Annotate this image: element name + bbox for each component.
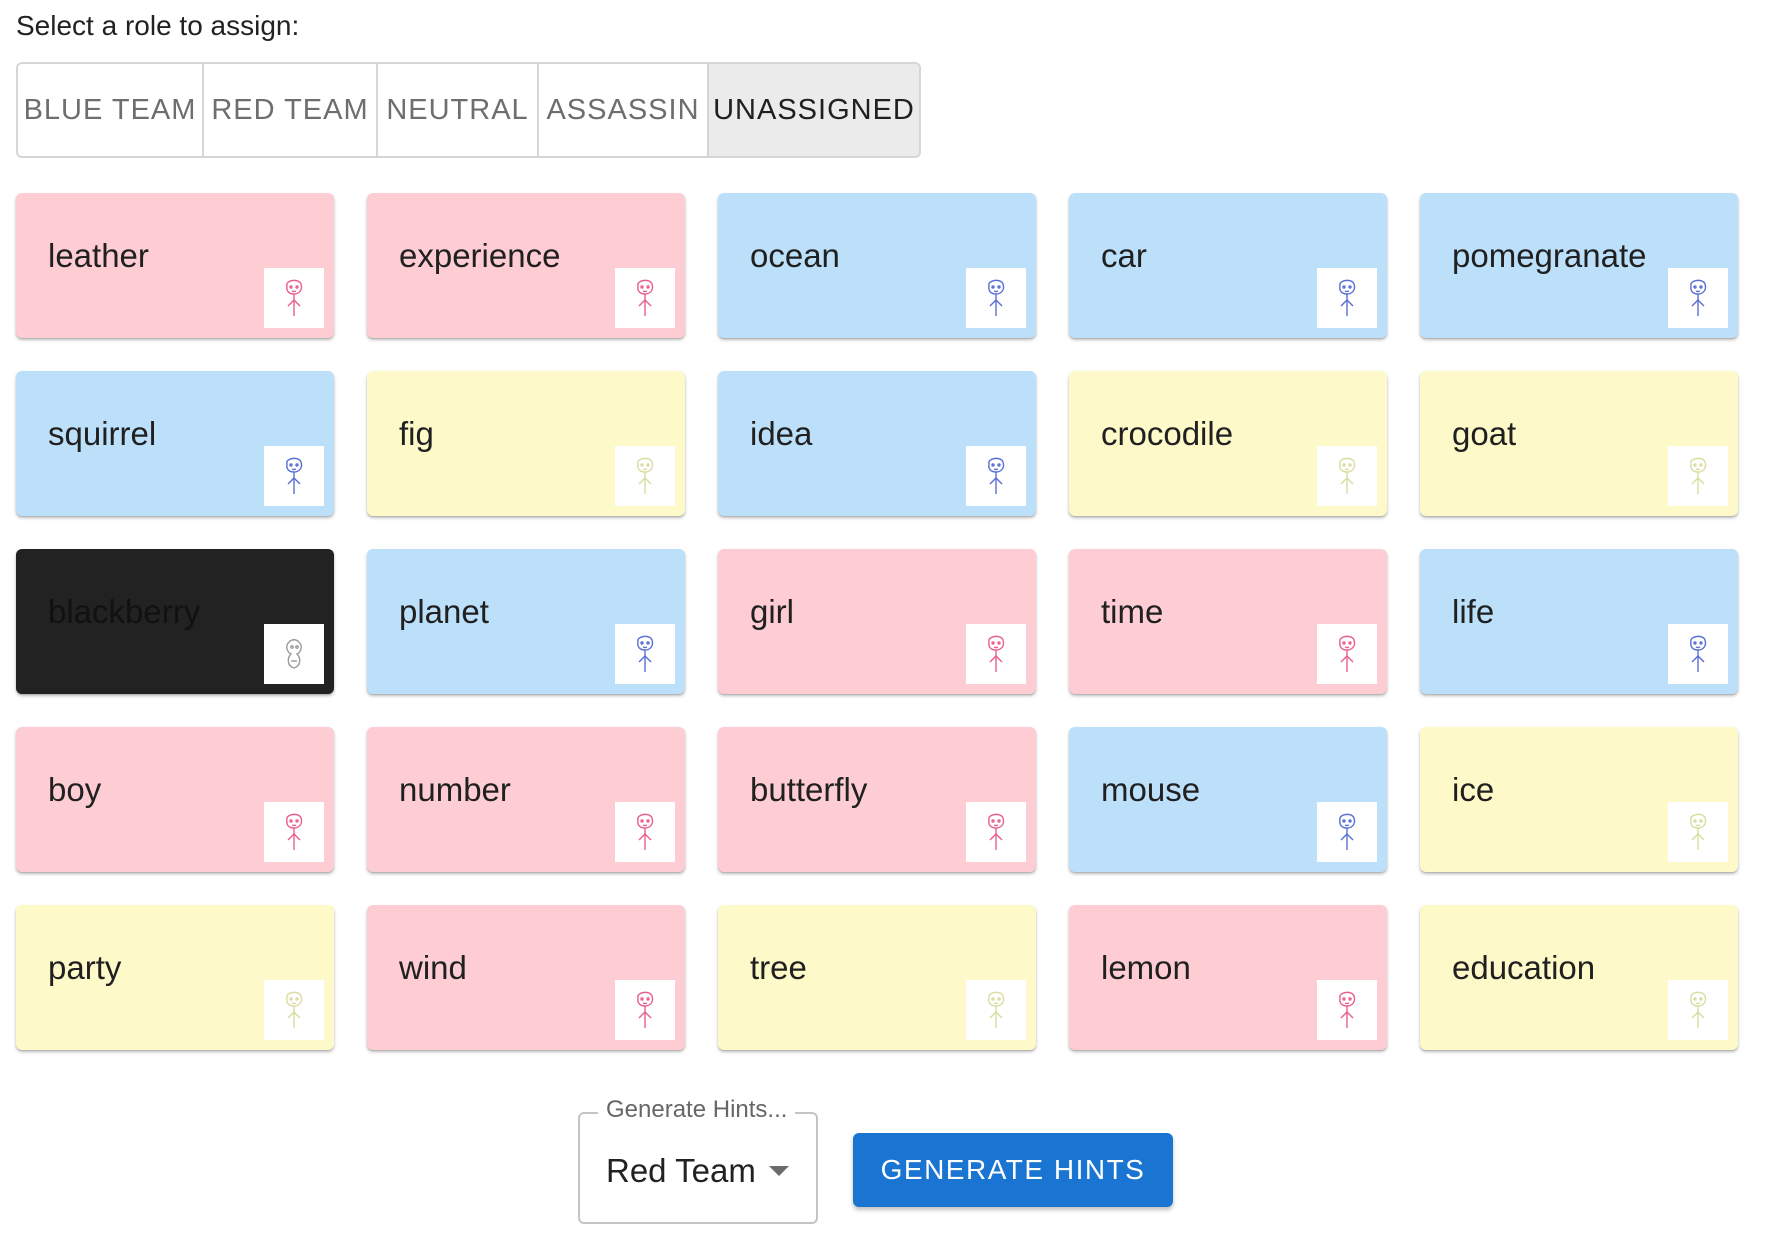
word-card-mouse[interactable]: mouse [1069, 727, 1387, 872]
word-card-life[interactable]: life [1420, 549, 1738, 694]
word-card-label: ocean [750, 237, 840, 274]
word-card-label: number [399, 771, 511, 808]
red-agent-sketch-icon [615, 268, 675, 328]
neutral-sketch-icon [966, 980, 1026, 1040]
word-card-ocean[interactable]: ocean [718, 193, 1036, 338]
word-card-crocodile[interactable]: crocodile [1069, 371, 1387, 516]
red-agent-sketch-icon [1317, 980, 1377, 1040]
red-agent-sketch-icon [264, 802, 324, 862]
word-card-label: ice [1452, 771, 1495, 808]
caret-down-icon [768, 1164, 790, 1182]
word-card-time[interactable]: time [1069, 549, 1387, 694]
word-card-label: car [1101, 237, 1147, 274]
role-toggle-group: BLUE TEAM RED TEAM NEUTRAL ASSASSIN UNAS… [16, 62, 921, 158]
word-card-wind[interactable]: wind [367, 905, 685, 1050]
blue-agent-sketch-icon [1317, 268, 1377, 328]
word-card-car[interactable]: car [1069, 193, 1387, 338]
assassin-sketch-icon [264, 624, 324, 684]
word-card-label: boy [48, 771, 102, 808]
red-agent-sketch-icon [1317, 624, 1377, 684]
word-card-fig[interactable]: fig [367, 371, 685, 516]
word-card-experience[interactable]: experience [367, 193, 685, 338]
word-card-pomegranate[interactable]: pomegranate [1420, 193, 1738, 338]
red-agent-sketch-icon [615, 980, 675, 1040]
word-card-goat[interactable]: goat [1420, 371, 1738, 516]
blue-agent-sketch-icon [615, 624, 675, 684]
word-card-label: party [48, 949, 122, 986]
word-card-label: life [1452, 593, 1495, 630]
red-agent-sketch-icon [966, 624, 1026, 684]
word-card-label: blackberry [48, 593, 201, 630]
word-card-education[interactable]: education [1420, 905, 1738, 1050]
role-option-blue-team[interactable]: BLUE TEAM [18, 64, 204, 156]
role-option-assassin[interactable]: ASSASSIN [539, 64, 709, 156]
word-card-label: mouse [1101, 771, 1201, 808]
blue-agent-sketch-icon [966, 446, 1026, 506]
word-card-label: pomegranate [1452, 237, 1647, 274]
neutral-sketch-icon [1668, 446, 1728, 506]
red-agent-sketch-icon [966, 802, 1026, 862]
blue-agent-sketch-icon [1668, 624, 1728, 684]
role-prompt: Select a role to assign: [16, 10, 300, 41]
word-card-leather[interactable]: leather [16, 193, 334, 338]
word-card-ice[interactable]: ice [1420, 727, 1738, 872]
word-card-label: squirrel [48, 415, 157, 452]
generate-hints-team-select[interactable]: Generate Hints... Red Team [578, 1096, 818, 1224]
word-card-label: tree [750, 949, 807, 986]
neutral-sketch-icon [1317, 446, 1377, 506]
word-card-tree[interactable]: tree [718, 905, 1036, 1050]
word-card-label: wind [399, 949, 467, 986]
generate-hints-select-value: Red Team [606, 1152, 756, 1189]
role-option-unassigned[interactable]: UNASSIGNED [709, 64, 919, 156]
blue-agent-sketch-icon [1317, 802, 1377, 862]
word-card-squirrel[interactable]: squirrel [16, 371, 334, 516]
blue-agent-sketch-icon [264, 446, 324, 506]
word-card-label: experience [399, 237, 561, 274]
blue-agent-sketch-icon [1668, 268, 1728, 328]
role-option-red-team[interactable]: RED TEAM [204, 64, 378, 156]
red-agent-sketch-icon [264, 268, 324, 328]
neutral-sketch-icon [615, 446, 675, 506]
word-card-boy[interactable]: boy [16, 727, 334, 872]
word-card-planet[interactable]: planet [367, 549, 685, 694]
word-card-grid: leather experience ocean car pomegranate squi… [16, 193, 1738, 1050]
word-card-label: butterfly [750, 771, 868, 808]
word-card-butterfly[interactable]: butterfly [718, 727, 1036, 872]
word-card-lemon[interactable]: lemon [1069, 905, 1387, 1050]
word-card-label: leather [48, 237, 149, 274]
word-card-party[interactable]: party [16, 905, 334, 1050]
role-option-neutral[interactable]: NEUTRAL [378, 64, 539, 156]
word-card-idea[interactable]: idea [718, 371, 1036, 516]
generate-hints-select-label: Generate Hints... [598, 1096, 796, 1124]
word-card-label: planet [399, 593, 489, 630]
word-card-girl[interactable]: girl [718, 549, 1036, 694]
neutral-sketch-icon [1668, 980, 1728, 1040]
red-agent-sketch-icon [615, 802, 675, 862]
word-card-label: lemon [1101, 949, 1191, 986]
blue-agent-sketch-icon [966, 268, 1026, 328]
word-card-label: fig [399, 415, 434, 452]
word-card-label: goat [1452, 415, 1517, 452]
word-card-label: girl [750, 593, 795, 630]
neutral-sketch-icon [264, 980, 324, 1040]
word-card-label: crocodile [1101, 415, 1234, 452]
word-card-label: time [1101, 593, 1164, 630]
word-card-label: idea [750, 415, 813, 452]
generate-hints-button[interactable]: GENERATE HINTS [853, 1133, 1173, 1207]
word-card-number[interactable]: number [367, 727, 685, 872]
word-card-label: education [1452, 949, 1596, 986]
neutral-sketch-icon [1668, 802, 1728, 862]
word-card-blackberry[interactable]: blackberry [16, 549, 334, 694]
